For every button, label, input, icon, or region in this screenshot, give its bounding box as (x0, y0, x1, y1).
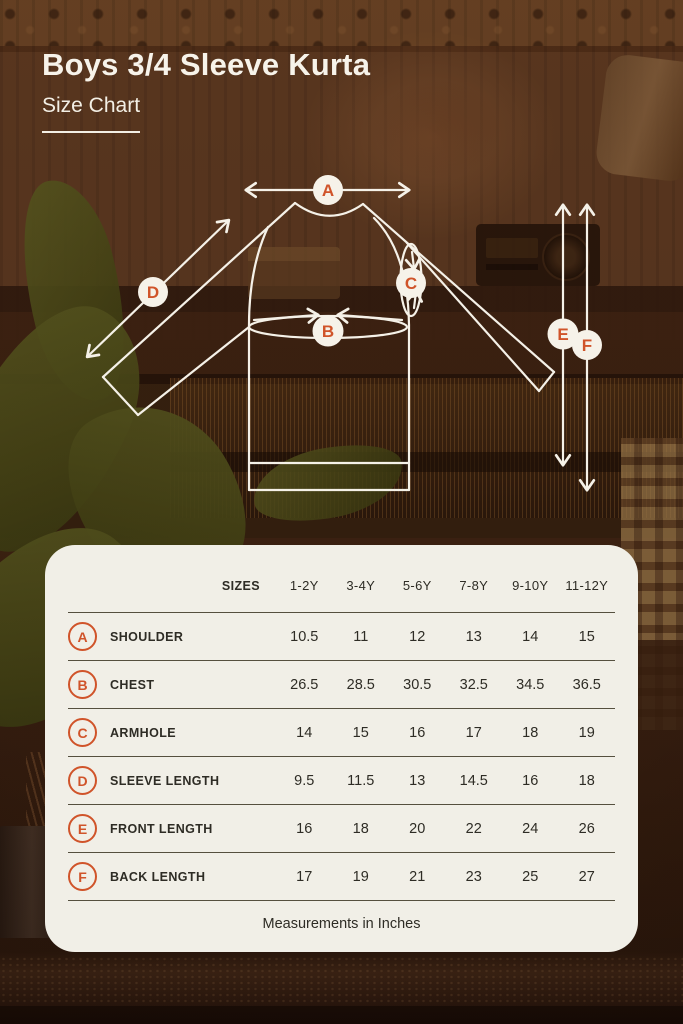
size-column-header: 9-10Y (512, 578, 549, 593)
floor-rug (0, 956, 683, 1004)
measurement-value: 14 (296, 724, 313, 741)
speaker-slot (486, 264, 538, 270)
measurement-value: 15 (352, 724, 369, 741)
measurement-value: 14.5 (459, 772, 488, 789)
measurement-value: 34.5 (516, 676, 545, 693)
floor-shadow (0, 1006, 683, 1024)
row-letter-badge: C (68, 718, 97, 747)
row-letter-badge: D (68, 766, 97, 795)
measurement-value: 11.5 (347, 772, 375, 789)
measurement-value: 28.5 (346, 676, 375, 693)
table-row-armhole: C ARMHOLE 14 15 16 17 18 19 (68, 709, 615, 757)
row-name: BACK LENGTH (110, 869, 206, 884)
measurement-value: 32.5 (459, 676, 488, 693)
badge-e-letter: E (557, 325, 568, 344)
row-label: A SHOULDER (68, 622, 276, 651)
cassette-deck (486, 238, 538, 258)
measurement-value: 17 (465, 724, 482, 741)
table-row-sleeve-length: D SLEEVE LENGTH 9.5 11.5 13 14.5 16 18 (68, 757, 615, 805)
rug-pattern-border (0, 0, 683, 46)
badge-d-letter: D (147, 283, 159, 302)
size-column-header: 1-2Y (289, 578, 319, 593)
badge-c-letter: C (405, 274, 417, 293)
row-name: SHOULDER (110, 629, 184, 644)
measurement-value: 26.5 (290, 676, 319, 693)
measurement-value: 36.5 (572, 676, 601, 693)
badge-f (572, 330, 602, 360)
table-header-row: SIZES 1-2Y 3-4Y 5-6Y 7-8Y 9-10Y 11-12Y (68, 545, 615, 613)
measurement-value: 27 (578, 868, 595, 885)
row-name: FRONT LENGTH (110, 821, 213, 836)
diagram-letter-badges: A B C D E F (138, 175, 602, 360)
chest-arrow-right (336, 307, 404, 324)
sizes-header-label: SIZES (221, 578, 260, 593)
measurement-value: 21 (409, 868, 426, 885)
measurement-value: 13 (409, 772, 426, 789)
size-column-header: 11-12Y (565, 578, 609, 593)
measurement-value: 13 (465, 628, 482, 645)
badge-a-letter: A (322, 181, 334, 200)
header: Boys 3/4 Sleeve Kurta Size Chart (42, 47, 370, 133)
badge-d (138, 277, 168, 307)
suitcase (248, 247, 340, 299)
row-label: C ARMHOLE (68, 718, 276, 747)
measurement-value: 12 (409, 628, 426, 645)
measurement-value: 10.5 (290, 628, 319, 645)
size-table-card: SIZES 1-2Y 3-4Y 5-6Y 7-8Y 9-10Y 11-12Y A… (45, 545, 638, 952)
measurement-value: 19 (352, 868, 369, 885)
table-row-front-length: E FRONT LENGTH 16 18 20 22 24 26 (68, 805, 615, 853)
row-name: CHEST (110, 677, 155, 692)
measurement-value: 25 (522, 868, 539, 885)
size-column-header: 5-6Y (402, 578, 432, 593)
badge-b (312, 315, 344, 347)
measurement-value: 15 (578, 628, 595, 645)
measurement-value: 26 (578, 820, 595, 837)
badge-b-letter: B (322, 322, 334, 341)
page-subtitle: Size Chart (42, 94, 141, 133)
row-letter-badge: A (68, 622, 97, 651)
page-title: Boys 3/4 Sleeve Kurta (42, 47, 371, 82)
measurement-value: 20 (409, 820, 426, 837)
table-row-shoulder: A SHOULDER 10.5 11 12 13 14 15 (68, 613, 615, 661)
measurement-value: 22 (465, 820, 482, 837)
measurement-value: 23 (465, 868, 482, 885)
row-name: SLEEVE LENGTH (110, 773, 220, 788)
measurement-value: 24 (522, 820, 539, 837)
measurement-value: 14 (522, 628, 539, 645)
measurement-value: 16 (296, 820, 313, 837)
row-label: E FRONT LENGTH (68, 814, 276, 843)
row-name: ARMHOLE (110, 725, 176, 740)
measurement-value: 18 (522, 724, 539, 741)
badge-e (547, 318, 579, 350)
chest-arrow-left (252, 307, 320, 324)
measurement-value: 30.5 (403, 676, 432, 693)
measurement-value: 16 (522, 772, 539, 789)
row-label: D SLEEVE LENGTH (68, 766, 276, 795)
kurta-outline (101, 201, 556, 492)
measurement-value: 18 (352, 820, 369, 837)
measurement-value: 17 (296, 868, 313, 885)
size-column-header: 7-8Y (459, 578, 489, 593)
badge-c (396, 268, 426, 298)
badge-f-letter: F (582, 336, 592, 355)
table-row-chest: B CHEST 26.5 28.5 30.5 32.5 34.5 36.5 (68, 661, 615, 709)
measurement-value: 16 (409, 724, 426, 741)
kurta-measurement-diagram: A B C D E F (85, 175, 602, 492)
size-column-header: 3-4Y (346, 578, 376, 593)
table-footnote: Measurements in Inches (262, 916, 421, 932)
row-label: F BACK LENGTH (68, 862, 276, 891)
measurement-value: 18 (578, 772, 595, 789)
measurement-value: 19 (578, 724, 595, 741)
badge-a (313, 175, 343, 205)
measurement-value: 9.5 (294, 772, 315, 789)
measurement-value: 11 (353, 628, 369, 645)
row-letter-badge: B (68, 670, 97, 699)
row-label: B CHEST (68, 670, 276, 699)
table-row-back-length: F BACK LENGTH 17 19 21 23 25 27 (68, 853, 615, 901)
row-letter-badge: F (68, 862, 97, 891)
row-letter-badge: E (68, 814, 97, 843)
armhole-arrow-down (404, 250, 422, 271)
